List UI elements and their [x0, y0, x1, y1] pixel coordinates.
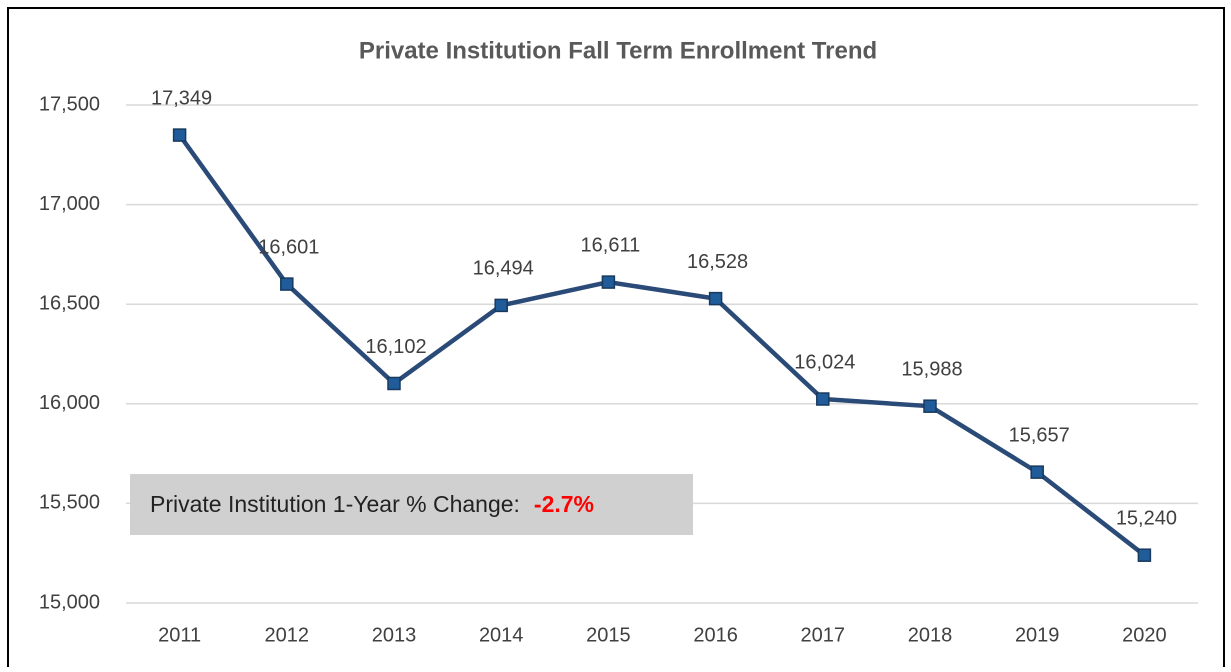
x-tick-label: 2020 [1122, 624, 1167, 646]
marker [601, 275, 616, 289]
data-label: 17,349 [151, 87, 212, 109]
x-tick-label: 2016 [693, 624, 738, 646]
marker [172, 128, 187, 142]
x-tick-label: 2011 [158, 624, 201, 646]
marker [923, 399, 937, 413]
y-tick-label: 16,500 [39, 292, 100, 314]
data-label: 15,240 [1116, 507, 1177, 529]
marker [1137, 548, 1152, 562]
data-label: 15,988 [901, 358, 962, 380]
x-tick-label: 2015 [586, 624, 631, 646]
data-label: 16,601 [258, 236, 319, 258]
marker [1030, 465, 1044, 479]
data-label: 16,024 [794, 351, 855, 373]
y-tick-label: 15,500 [39, 492, 100, 514]
x-tick-label: 2018 [908, 624, 953, 646]
data-label: 16,494 [473, 258, 534, 280]
y-tick-label: 17,000 [39, 193, 100, 215]
marker [816, 392, 830, 406]
x-tick-label: 2012 [265, 624, 310, 646]
y-tick-label: 15,000 [39, 591, 100, 613]
data-label: 16,102 [365, 336, 426, 358]
x-tick-label: 2014 [479, 624, 524, 646]
chart-title: Private Institution Fall Term Enrollment… [359, 37, 877, 64]
marker [708, 291, 723, 306]
annotation-highlight: -2.7% [534, 491, 594, 517]
y-tick-label: 17,500 [39, 93, 100, 115]
annotation-text: Private Institution 1-Year % Change: [150, 491, 520, 517]
y-tick-label: 16,000 [39, 392, 100, 414]
marker [387, 376, 401, 391]
data-label: 15,657 [1009, 424, 1070, 446]
x-tick-label: 2019 [1015, 624, 1060, 646]
chart-border [7, 7, 1225, 672]
annotation: Private Institution 1-Year % Change: -2.7… [150, 491, 594, 517]
x-tick-label: 2013 [372, 624, 417, 646]
data-label: 16,611 [581, 234, 641, 256]
annotation-box [130, 474, 693, 535]
marker [280, 277, 294, 291]
data-label: 16,528 [687, 251, 748, 273]
x-tick-label: 2017 [801, 624, 846, 646]
marker [494, 298, 508, 313]
series-line [177, 133, 1146, 557]
